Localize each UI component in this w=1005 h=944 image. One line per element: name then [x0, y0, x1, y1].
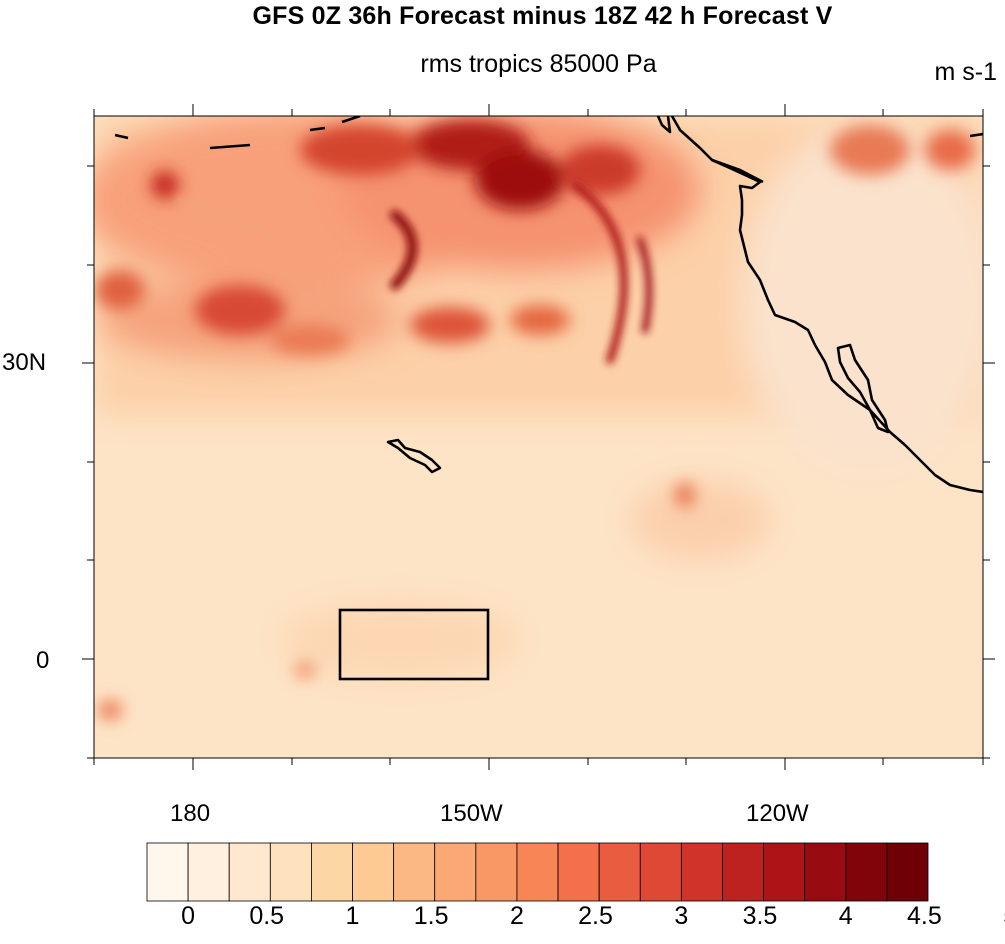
colorbar-swatch [722, 842, 764, 902]
colorbar-label: 4.5 [907, 902, 942, 930]
colorbar-swatch [557, 842, 600, 902]
lat-label-30n: 30N [2, 349, 47, 376]
colorbar-swatch [187, 842, 230, 902]
colorbar-swatch [434, 842, 477, 902]
colorbar-label: 5 [1003, 902, 1005, 931]
colorbar-label: 3 [674, 902, 689, 930]
colorbar-swatch [228, 842, 271, 902]
tropics-region-box [338, 608, 490, 681]
colorbar-swatch [146, 842, 189, 902]
lon-label-180: 180 [170, 800, 211, 827]
units-label: m s-1 [934, 58, 998, 86]
colorbar-swatch [804, 842, 847, 902]
colorbar-swatch [269, 842, 312, 902]
map-title: GFS 0Z 36h Forecast minus 18Z 42 h Forec… [252, 2, 833, 30]
lon-label-150w: 150W [440, 800, 503, 827]
colorbar [146, 842, 929, 902]
map-subtitle: rms tropics 85000 Pa [420, 50, 657, 78]
coastline [114, 116, 983, 494]
colorbar-label: 1 [345, 902, 360, 930]
colorbar-swatch [598, 842, 641, 902]
lat-label-0: 0 [36, 647, 50, 674]
colorbar-swatch [352, 842, 395, 902]
field-shading [94, 116, 983, 758]
colorbar-swatch [886, 842, 929, 902]
colorbar-swatch [845, 842, 888, 902]
colorbar-label: 1.5 [413, 902, 449, 930]
colorbar-label: 4 [838, 902, 853, 930]
colorbar-label: 0 [181, 902, 195, 930]
colorbar-swatch [516, 842, 559, 902]
colorbar-swatch [680, 842, 723, 902]
colorbar-label: 0.5 [249, 902, 285, 930]
colorbar-label: 3.5 [742, 902, 778, 930]
colorbar-swatch [311, 842, 353, 902]
colorbar-label: 2.5 [578, 902, 613, 930]
colorbar-swatch [393, 842, 436, 902]
map-frame [93, 115, 984, 759]
colorbar-swatch [475, 842, 518, 902]
colorbar-swatch [763, 842, 806, 902]
axis-ticks [82, 104, 995, 770]
lon-label-120w: 120W [746, 800, 809, 827]
colorbar-label: 2 [509, 902, 524, 930]
colorbar-swatch [639, 842, 682, 902]
